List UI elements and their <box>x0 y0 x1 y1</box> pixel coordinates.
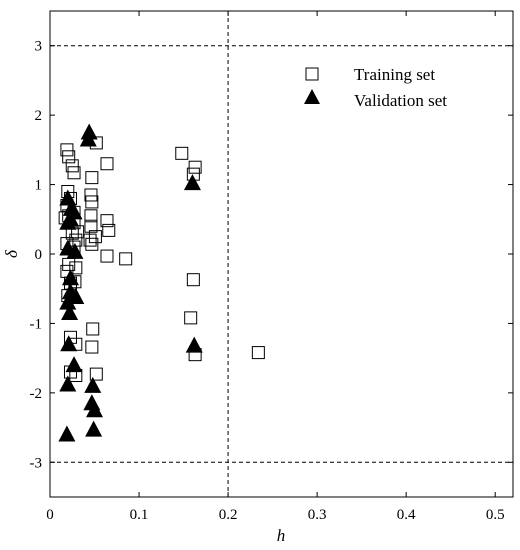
training-point <box>65 159 79 173</box>
x-tick-label: 0.3 <box>308 507 327 523</box>
y-tick-label: 1 <box>35 178 43 194</box>
validation-point <box>59 213 77 230</box>
axis-tick-labels: 0 0.1 0.2 0.3 0.4 0.5 -3 -2 -1 0 1 2 3 <box>30 39 505 523</box>
validation-point <box>66 242 84 259</box>
validation-point <box>61 304 79 321</box>
data-marks <box>58 123 265 442</box>
legend: Training set Validation set <box>304 65 447 110</box>
training-point <box>186 273 200 287</box>
legend-label-validation-set: Validation set <box>354 91 447 110</box>
training-point <box>62 150 76 164</box>
training-point <box>60 143 74 157</box>
validation-point <box>85 420 103 437</box>
y-tick-label: -3 <box>30 455 43 471</box>
training-point <box>67 166 81 180</box>
y-tick-label: -1 <box>30 316 43 332</box>
validation-point <box>86 401 104 418</box>
y-tick-label: 2 <box>35 108 43 124</box>
training-point <box>83 233 97 247</box>
axis-ticks <box>49 11 513 497</box>
x-tick-label: 0.5 <box>486 507 505 523</box>
validation-point <box>84 376 102 393</box>
validation-point <box>59 375 77 392</box>
training-point <box>85 195 99 209</box>
training-point <box>85 171 99 185</box>
legend-label-training-set: Training set <box>354 65 435 84</box>
x-tick-label: 0.1 <box>130 507 149 523</box>
training-point <box>84 209 98 223</box>
x-tick-label: 0 <box>46 507 54 523</box>
training-point <box>100 249 114 263</box>
y-tick-label: -2 <box>30 386 43 402</box>
training-point <box>88 230 102 244</box>
y-tick-label: 0 <box>35 247 43 263</box>
x-tick-label: 0.4 <box>397 507 416 523</box>
validation-point <box>183 174 201 191</box>
training-point <box>100 157 114 171</box>
training-point <box>85 340 99 354</box>
training-point <box>119 252 133 266</box>
training-point <box>84 219 98 233</box>
training-point <box>102 223 116 237</box>
training-point <box>100 214 114 228</box>
training-point <box>86 322 100 336</box>
training-point <box>69 261 83 275</box>
training-point <box>89 367 103 381</box>
y-tick-label: 3 <box>35 39 43 55</box>
validation-point <box>59 293 77 310</box>
validation-point <box>58 425 76 442</box>
training-point <box>188 160 202 174</box>
validation-point <box>79 130 97 147</box>
validation-point <box>185 336 203 353</box>
reference-lines <box>50 11 513 497</box>
validation-point <box>80 123 98 140</box>
x-tick-label: 0.2 <box>219 507 238 523</box>
validation-point <box>65 356 83 373</box>
legend-marker-training-set <box>305 67 319 81</box>
validation-point <box>61 269 79 286</box>
training-point <box>85 237 99 251</box>
validation-point <box>67 288 85 305</box>
training-point <box>184 311 198 325</box>
training-point <box>251 346 265 360</box>
x-axis-title: h <box>277 526 286 545</box>
legend-marker-validation-set <box>304 89 320 104</box>
y-axis-title: δ <box>2 249 21 258</box>
training-point <box>84 188 98 202</box>
validation-point <box>60 335 78 352</box>
training-point <box>175 146 189 160</box>
